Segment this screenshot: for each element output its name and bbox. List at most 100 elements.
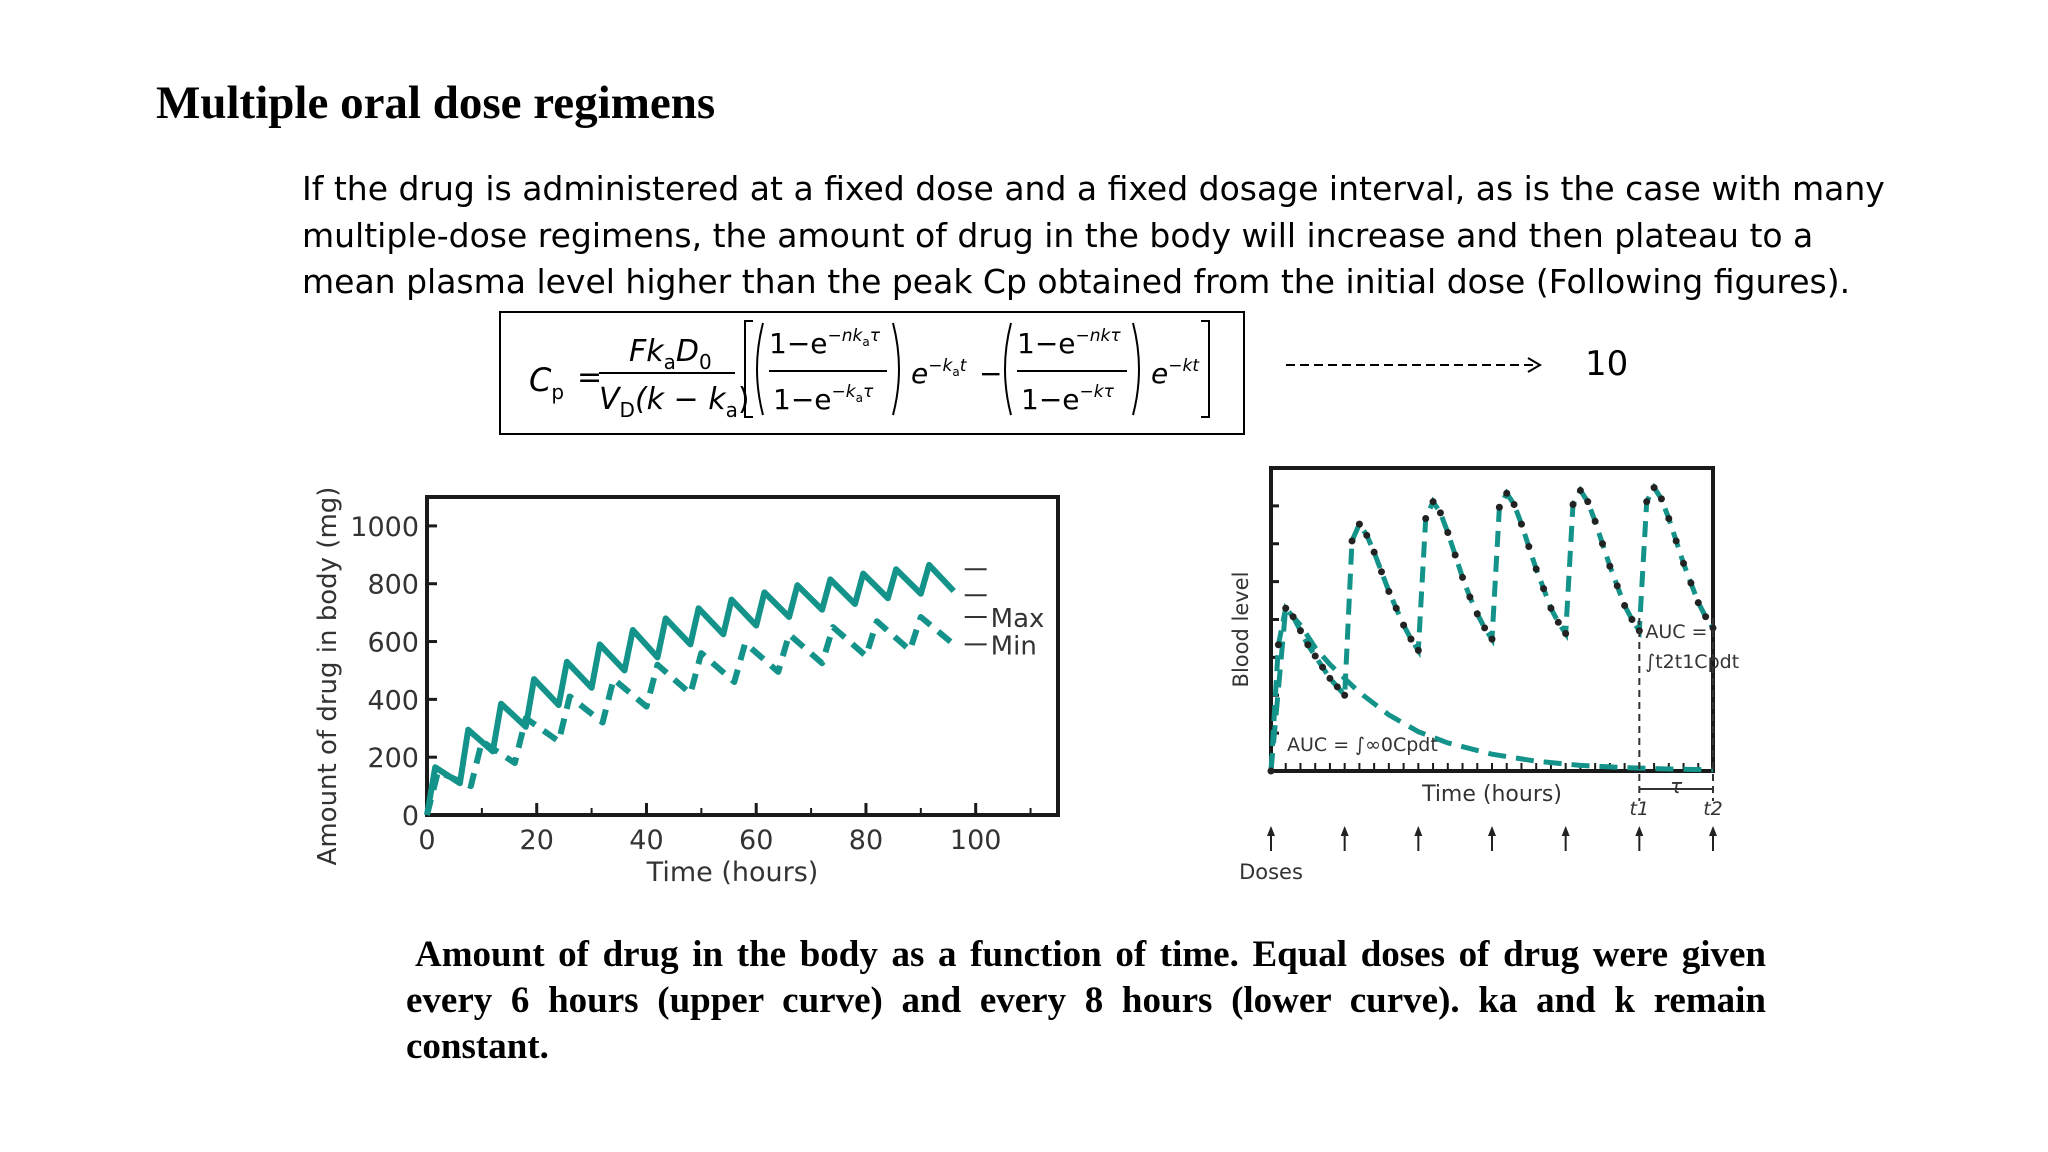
chart2-sample-point (1562, 630, 1570, 638)
chart2-sample-point (1495, 503, 1503, 511)
multiple-oral-dose-equation: Cp = FkaD0 VD(k − ka) 1−e−nkaτ 1−e−kaτ e… (529, 320, 1210, 422)
chart2-sample-point (1547, 604, 1555, 612)
intro-line-2: multiple-dose regimens, the amount of dr… (302, 215, 1814, 255)
chart2-sample-point (1599, 540, 1606, 548)
chart2-sample-point (1333, 683, 1341, 691)
chart2-dose-arrowhead (1709, 826, 1717, 836)
chart2-sample-point (1702, 613, 1710, 621)
chart1-y-tick-label: 800 (367, 570, 419, 601)
formula-right-bracket (1201, 320, 1210, 418)
chart2-sample-point (1326, 674, 1334, 682)
chart2-sample-point (1451, 551, 1459, 559)
chart2-sample-point (1274, 641, 1282, 649)
chart2-sample-point (1481, 624, 1489, 632)
chart2-sample-point (1341, 691, 1349, 699)
caption-line-2: every 6 hours (upper curve) and every 8 … (406, 980, 1766, 1021)
chart2-sample-point (1525, 543, 1533, 551)
chart1-y-axis-label: Amount of drug in body (mg) (313, 487, 343, 866)
chart2-sample-point (1591, 517, 1599, 525)
formula-paren-2-right (1132, 322, 1140, 416)
chart1-min-annotation: Min (991, 631, 1037, 661)
chart2-sample-point (1606, 562, 1614, 570)
formula-frac2-numerator: 1−e−nkτ (1017, 326, 1121, 360)
formula-box: Cp = FkaD0 VD(k − ka) 1−e−nkaτ 1−e−kaτ e… (499, 311, 1245, 435)
chart2-sample-point (1304, 641, 1312, 649)
chart2-sample-point (1694, 599, 1702, 607)
chart2-sample-point (1311, 652, 1319, 660)
chart2-steady-state-auc-label: AUC = (1645, 621, 1707, 643)
chart2-sample-point (1680, 559, 1688, 567)
chart2-steady-state-auc-integral: ∫t2t1Cpdt (1645, 651, 1739, 673)
chart2-sample-point (1459, 573, 1467, 581)
amount-in-body-chart: 0 200 400 600 800 1000 0 20 40 60 80 100 Time (hours… (313, 487, 1060, 888)
dashed-arrow-head (1527, 357, 1542, 373)
chart1-y-tick-label: 0 (402, 801, 419, 832)
chart1-x-tick-label: 60 (739, 825, 773, 856)
chart2-sample-point (1540, 585, 1548, 593)
chart2-sample-point (1628, 616, 1636, 623)
chart1-x-tick-label: 0 (418, 825, 435, 856)
chart2-sample-point (1392, 604, 1400, 612)
chart1-max-annotation: Max (991, 604, 1045, 634)
chart2-single-dose-curve (1268, 602, 1714, 773)
chart2-sample-point (1473, 610, 1481, 618)
formula-equals: = (577, 360, 602, 395)
chart1-y-tick-label: 600 (367, 628, 419, 659)
chart2-sample-point (1554, 618, 1562, 626)
chart2-dose-arrowhead (1340, 826, 1349, 836)
chart2-sample-point (1370, 548, 1378, 556)
chart2-t2-label: t2 (1703, 798, 1723, 820)
chart1-series-every-6-hours (424, 561, 956, 816)
chart2-sample-point (1378, 568, 1385, 576)
figure-caption: Amount of drug in the body as a function… (406, 932, 1766, 1070)
chart2-sample-point (1348, 537, 1356, 545)
formula-paren-1-left (756, 322, 764, 416)
blood-level-chart: Time (hours) Blood level AUC = ∫∞0Cpdt AUC … (1229, 466, 1739, 884)
chart2-sample-point (1296, 627, 1304, 635)
chart2-sample-point (1503, 489, 1511, 497)
chart2-sample-point (1569, 500, 1577, 508)
caption-line-1: Amount of drug in the body as a function… (415, 934, 1766, 975)
formula-left-bracket (744, 320, 753, 418)
chart2-sample-point (1510, 500, 1518, 508)
chart1-y-tick-label: 1000 (350, 512, 419, 543)
chart2-doses-label: Doses (1239, 860, 1303, 884)
chart1-series-every-8-hours (424, 614, 956, 816)
equation-number: 10 (1585, 344, 1629, 384)
chart2-dose-arrowhead (1488, 826, 1496, 836)
chart2-sample-point (1517, 520, 1525, 528)
chart1-frame (425, 495, 1060, 817)
formula-frac1-numerator: 1−e−nkaτ (769, 326, 881, 360)
dashed-arrow (1286, 357, 1542, 373)
formula-minus: − (979, 357, 1002, 390)
caption-line-3: constant. (406, 1026, 549, 1067)
formula-middle-exponential: e−kat (911, 356, 968, 390)
chart2-sample-point (1650, 484, 1658, 492)
chart2-sample-point (1672, 537, 1680, 545)
chart2-sample-point (1436, 509, 1444, 517)
chart2-t1-label: t1 (1630, 798, 1650, 820)
chart2-sample-point (1414, 646, 1422, 654)
chart1-x-tick-label: 20 (520, 825, 554, 856)
chart2-dose-arrowhead (1267, 826, 1275, 836)
chart1-x-tick-label: 80 (849, 825, 883, 856)
slide-title: Multiple oral dose regimens (156, 77, 716, 129)
formula-end-exponential: e−kt (1151, 356, 1200, 390)
chart2-sample-point (1289, 613, 1297, 621)
chart2-sample-point (1282, 604, 1290, 612)
chart2-single-dose-auc: AUC = ∫∞0Cpdt (1287, 734, 1438, 756)
chart1-x-axis-label: Time (hours) (646, 857, 819, 888)
chart2-sample-point (1621, 601, 1629, 609)
chart1-y-tick-label: 200 (367, 743, 419, 774)
chart2-y-axis-label: Blood level (1229, 572, 1253, 688)
chart2-sample-point (1267, 767, 1275, 775)
chart2-sample-point (1385, 587, 1393, 595)
formula-frac2-denominator: 1−e−kτ (1021, 382, 1115, 416)
chart2-sample-point (1429, 498, 1437, 506)
intro-line-1: If the drug is administered at a fixed d… (302, 169, 1885, 208)
chart1-y-tick-label: 400 (367, 685, 419, 716)
chart2-sample-point (1444, 529, 1452, 537)
chart2-sample-point (1576, 486, 1584, 494)
intro-paragraph: If the drug is administered at a fixed d… (302, 166, 1885, 306)
